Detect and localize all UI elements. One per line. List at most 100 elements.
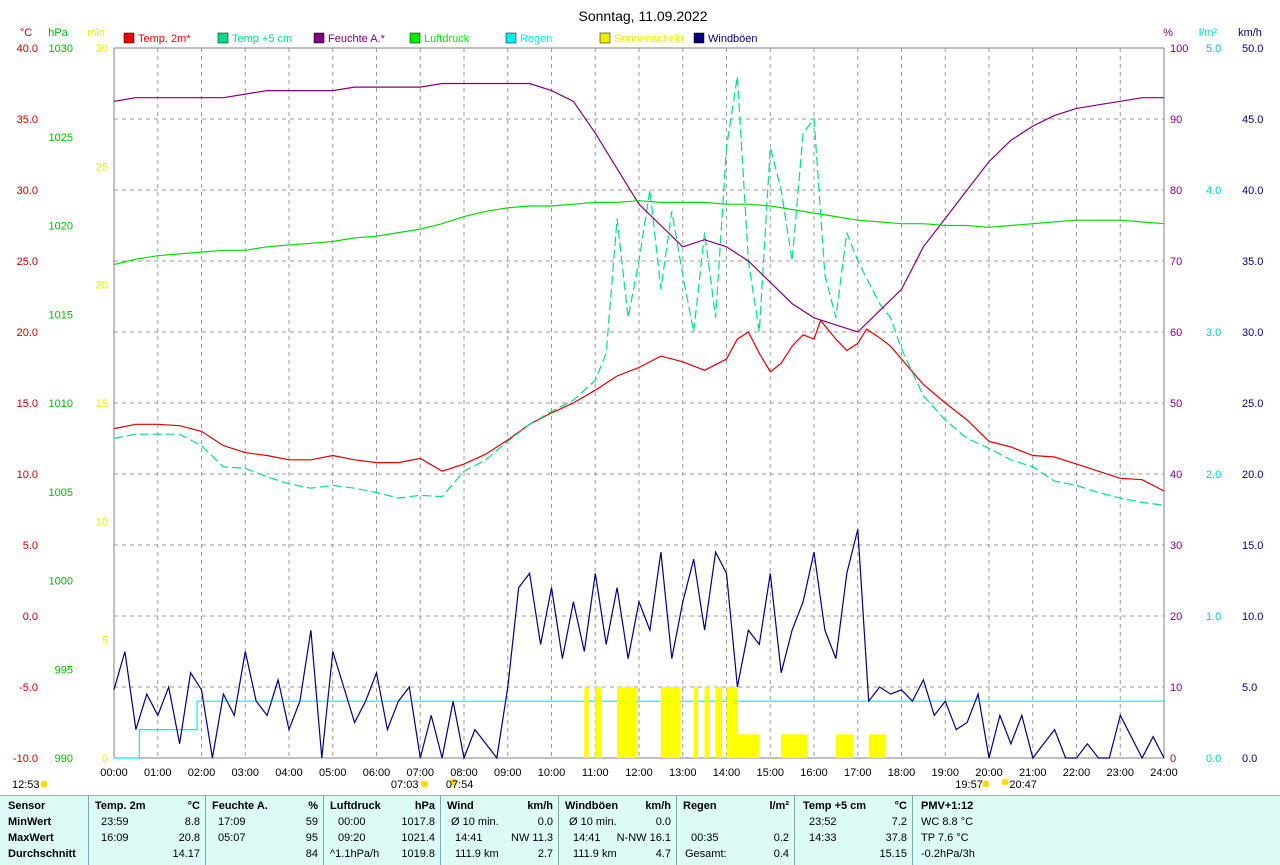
chart-axes: 40.0 35.0 30.0 25.0 20.0 15.0 10.0 5.0 0.0 -5.0 -1…: [13, 27, 1264, 779]
axis-label-humidity: %: [1163, 27, 1173, 39]
min-value: 7.2: [891, 816, 907, 828]
avg10-label: Ø 10 min.: [451, 816, 499, 828]
axis-tick-rain: 2.0: [1206, 469, 1221, 481]
chart-legend: Temp. 2m* Temp +5 cm Feuchte A.* Luftdruck R…: [123, 32, 758, 45]
axis-tick-time: 10:00: [538, 767, 566, 779]
avg-value: 14.17: [172, 848, 200, 860]
avg-value: 15.15: [879, 848, 907, 860]
sunshine-bar: [781, 734, 793, 758]
series-line-luftdruck: [113, 200, 1165, 266]
axis-tick-time: 04:00: [275, 767, 303, 779]
avg10-value: 0.0: [655, 816, 671, 828]
sun-icon: [40, 780, 48, 788]
stats-header: Regen: [683, 800, 717, 812]
legend-swatch: [409, 32, 421, 44]
min-time: 00:00: [338, 816, 366, 828]
sunshine-bar: [671, 687, 681, 758]
sunshine-bar: [726, 687, 738, 758]
row-label-min: MinWert: [8, 816, 52, 828]
avg10-label: Ø 10 min.: [569, 816, 617, 828]
total-value: 0.4: [773, 848, 789, 860]
axis-tick-wind: 0.0: [1242, 753, 1257, 765]
max-value: N-NW 16.1: [616, 832, 671, 844]
axis-tick-pressure: 1020: [49, 221, 73, 233]
windchill: WC 8.8 °C: [921, 816, 974, 828]
distance: 111.9 km: [573, 848, 617, 860]
stats-col-windboeen: Windböen km/h Ø 10 min. 0.0 14:41 N-NW 1…: [558, 796, 677, 865]
axis-tick-time: 02:00: [188, 767, 216, 779]
max-time: 00:35: [691, 832, 719, 844]
max-time: 14:33: [809, 832, 837, 844]
sunshine-bar: [803, 734, 808, 758]
series-line-regen: [114, 700, 1164, 759]
axis-tick-rain: 4.0: [1206, 185, 1221, 197]
avg-value: 84: [305, 848, 318, 860]
axis-tick-pressure: 1015: [49, 309, 73, 321]
stats-unit: °C: [187, 800, 200, 812]
axis-tick-temp: 30.0: [17, 185, 38, 197]
axis-tick-time: 21:00: [1019, 767, 1047, 779]
legend-label: Temp. 2m*: [138, 33, 191, 45]
axis-tick-sunshine: 30: [96, 43, 108, 55]
axis-tick-wind: 35.0: [1242, 256, 1263, 268]
axis-tick-time: 13:00: [669, 767, 697, 779]
stats-header: Wind: [447, 800, 474, 812]
axis-tick-time: 20:00: [975, 767, 1003, 779]
dewpoint: TP 7.6 °C: [921, 832, 969, 844]
pressure-trend: -0.2hPa/3h: [921, 848, 975, 860]
stats-unit: km/h: [527, 800, 553, 812]
max-value: 95: [305, 832, 318, 844]
axis-tick-wind: 50.0: [1242, 43, 1263, 55]
stats-header: Feuchte A.: [212, 800, 268, 812]
legend-swatch: [217, 32, 229, 44]
axis-tick-sunshine: 10: [96, 516, 108, 528]
legend-swatch: [505, 32, 517, 44]
axis-tick-wind: 15.0: [1242, 540, 1263, 552]
axis-label-rain: l/m²: [1199, 27, 1218, 39]
axis-tick-temp: 40.0: [17, 43, 38, 55]
axis-tick-pressure: 1005: [49, 487, 73, 499]
stats-col-wind: Wind km/h Ø 10 min. 0.0 14:41 NW 11.3 11…: [440, 796, 559, 865]
min-value: 8.8: [184, 816, 200, 828]
row-label-avg: Durchschnitt: [8, 848, 76, 860]
chart-title: Sonntag, 11.09.2022: [579, 8, 708, 24]
legend-swatch: [313, 32, 325, 44]
stats-col-luftdruck: Luftdruck hPa 00:00 1017.8 09:20 1021.4 …: [323, 796, 441, 865]
stats-unit: %: [308, 800, 318, 812]
sunshine-bar: [715, 687, 723, 758]
axis-tick-time: 17:00: [844, 767, 872, 779]
min-value: 59: [305, 816, 318, 828]
sunshine-bar: [628, 687, 637, 758]
stats-header: Temp. 2m: [95, 800, 146, 812]
legend-label: Feuchte A.*: [328, 33, 386, 45]
axis-tick-humidity: 30: [1170, 540, 1182, 552]
axis-tick-humidity: 90: [1170, 114, 1182, 126]
axis-tick-time: 23:00: [1106, 767, 1134, 779]
axis-tick-wind: 20.0: [1242, 469, 1263, 481]
axis-tick-time: 05:00: [319, 767, 347, 779]
sunshine-bar: [868, 734, 887, 758]
axis-tick-sunshine: 15: [96, 398, 108, 410]
axis-tick-time: 12:00: [625, 767, 653, 779]
legend-label: Regen: [520, 33, 552, 45]
axis-tick-humidity: 40: [1170, 469, 1182, 481]
sunshine-bar: [737, 734, 760, 758]
axis-tick-temp: 0.0: [23, 611, 38, 623]
sun-icon: [420, 780, 428, 788]
axis-tick-time: 01:00: [144, 767, 172, 779]
sunshine-bar: [660, 687, 672, 758]
legend-label: Temp +5 cm: [232, 33, 292, 45]
stats-header: Windböen: [565, 800, 619, 812]
series-line-windboeen: [113, 529, 1165, 761]
axis-tick-rain: 1.0: [1206, 611, 1221, 623]
legend-swatch: [693, 32, 705, 44]
marker-label-sunset: 19:57: [955, 779, 983, 791]
axis-tick-time: 15:00: [756, 767, 784, 779]
axis-tick-temp: 25.0: [17, 256, 38, 268]
stats-unit: hPa: [414, 800, 435, 812]
axis-tick-sunshine: 0: [102, 753, 108, 765]
sun-icon: [1001, 778, 1009, 786]
axis-label-wind: km/h: [1238, 27, 1262, 39]
axis-tick-time: 18:00: [888, 767, 916, 779]
sun-icon: [450, 778, 458, 786]
